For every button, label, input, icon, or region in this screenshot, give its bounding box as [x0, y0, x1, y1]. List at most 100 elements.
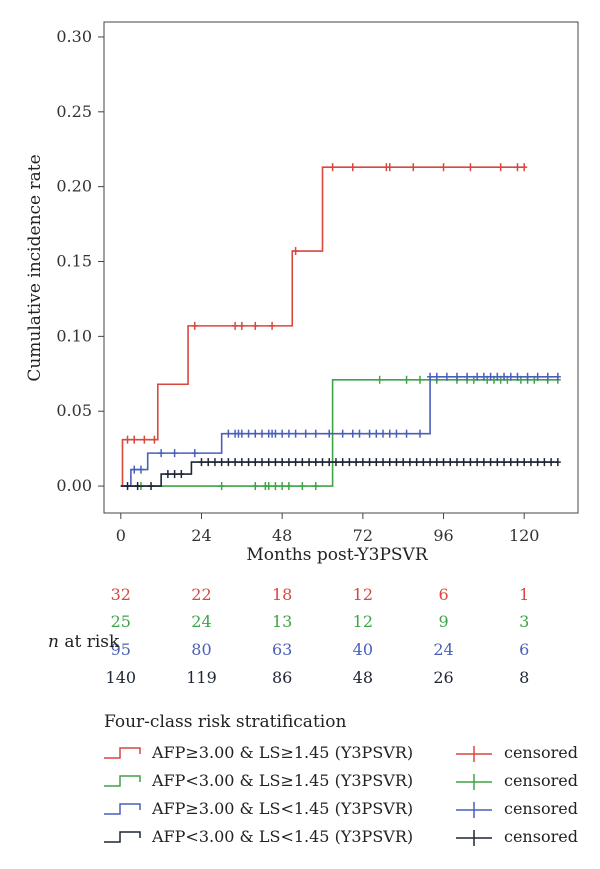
risk-number: 6 [438, 585, 448, 604]
chart: 0 24 48 72 96 1200.000.050.100.150.200.250.30… [25, 21, 579, 687]
censor-mark [279, 482, 286, 491]
censor-mark [447, 458, 454, 467]
y-tick-label: 0.25 [56, 102, 92, 121]
censor-mark [501, 372, 508, 381]
censor-mark [433, 458, 440, 467]
x-axis-title: Months post-Y3PSVR [246, 545, 428, 565]
censor-mark [265, 482, 272, 491]
censor-mark [151, 435, 158, 444]
y-axis-title: Cumulative incidence rate [25, 154, 45, 381]
censor-mark [453, 458, 460, 467]
risk-number: 26 [433, 668, 453, 687]
series-line-4 [120, 461, 558, 487]
censor-mark [494, 372, 501, 381]
risk-number: 140 [106, 668, 137, 687]
risk-number: 13 [272, 612, 292, 631]
censor-mark [265, 458, 272, 467]
censored-label: censored [504, 743, 578, 762]
censor-mark [406, 458, 413, 467]
censor-mark [232, 458, 239, 467]
censor-mark [252, 458, 259, 467]
censor-mark [544, 372, 551, 381]
censor-mark [524, 372, 531, 381]
censor-mark [259, 458, 265, 467]
series-line-3 [120, 375, 558, 487]
censor-mark [218, 482, 225, 491]
risk-label-rest: at risk [58, 632, 120, 652]
censor-mark [521, 458, 528, 467]
censor-mark [285, 458, 292, 467]
censor-mark [554, 372, 561, 381]
censor-mark [124, 435, 131, 444]
censor-mark [245, 458, 252, 467]
censor-mark [453, 372, 460, 381]
censor-mark [232, 321, 239, 330]
censor-mark [514, 163, 521, 172]
censor-mark [285, 482, 292, 491]
censor-mark [326, 429, 333, 438]
censor-mark [427, 458, 434, 467]
censor-mark [141, 435, 148, 444]
censor-mark [211, 458, 218, 467]
censor-mark [272, 458, 279, 467]
censor-mark [292, 458, 299, 467]
censor-mark [134, 482, 141, 491]
risk-number: 8 [519, 668, 529, 687]
y-tick-label: 0.15 [56, 252, 92, 271]
censor-mark [164, 470, 171, 479]
censor-mark [272, 482, 279, 491]
censor-mark [366, 429, 373, 438]
censor-mark [373, 458, 380, 467]
censor-mark [410, 163, 417, 172]
censor-mark [191, 449, 198, 458]
censor-mark [171, 449, 178, 458]
censor-mark [259, 429, 265, 438]
censor-mark [339, 429, 346, 438]
risk-number: 12 [353, 585, 373, 604]
censor-mark [332, 458, 339, 467]
censor-mark [319, 458, 326, 467]
censor-mark [131, 465, 138, 474]
y-tick-label: 0.05 [56, 401, 92, 420]
risk-number: 9 [438, 612, 448, 631]
censor-mark [339, 458, 346, 467]
censor-mark [292, 247, 299, 256]
censor-mark [279, 458, 286, 467]
censored-swatch [456, 802, 492, 818]
censor-mark [299, 458, 306, 467]
censor-mark [494, 458, 501, 467]
censor-mark [400, 458, 407, 467]
censor-mark [218, 458, 225, 467]
risk-number: 25 [111, 612, 131, 631]
risk-number: 95 [111, 640, 131, 659]
censor-mark [467, 163, 474, 172]
censor-mark [548, 458, 555, 467]
censor-mark [386, 458, 393, 467]
censor-mark [252, 482, 259, 491]
censor-mark [124, 482, 131, 491]
y-tick-label: 0.30 [56, 27, 92, 46]
censor-mark [480, 458, 487, 467]
censor-mark [521, 163, 528, 172]
censor-mark [312, 482, 319, 491]
censor-mark [474, 372, 481, 381]
censor-mark [527, 458, 534, 467]
censor-mark [464, 372, 471, 381]
censor-mark [205, 458, 212, 467]
risk-number: 12 [353, 612, 373, 631]
risk-number: 32 [111, 585, 131, 604]
censor-mark [292, 429, 299, 438]
censor-mark [272, 429, 279, 438]
censor-mark [480, 372, 487, 381]
legend-label: AFP<3.00 & LS<1.45 (Y3PSVR) [152, 827, 414, 846]
censor-mark [487, 372, 494, 381]
censored-swatch [456, 774, 492, 790]
censor-mark [285, 429, 292, 438]
censor-mark [312, 458, 319, 467]
censor-mark [178, 470, 185, 479]
risk-number: 1 [519, 585, 529, 604]
censor-mark [386, 163, 393, 172]
risk-number: 3 [519, 612, 529, 631]
legend-label: AFP≥3.00 & LS≥1.45 (Y3PSVR) [152, 743, 414, 762]
censor-mark [514, 458, 521, 467]
